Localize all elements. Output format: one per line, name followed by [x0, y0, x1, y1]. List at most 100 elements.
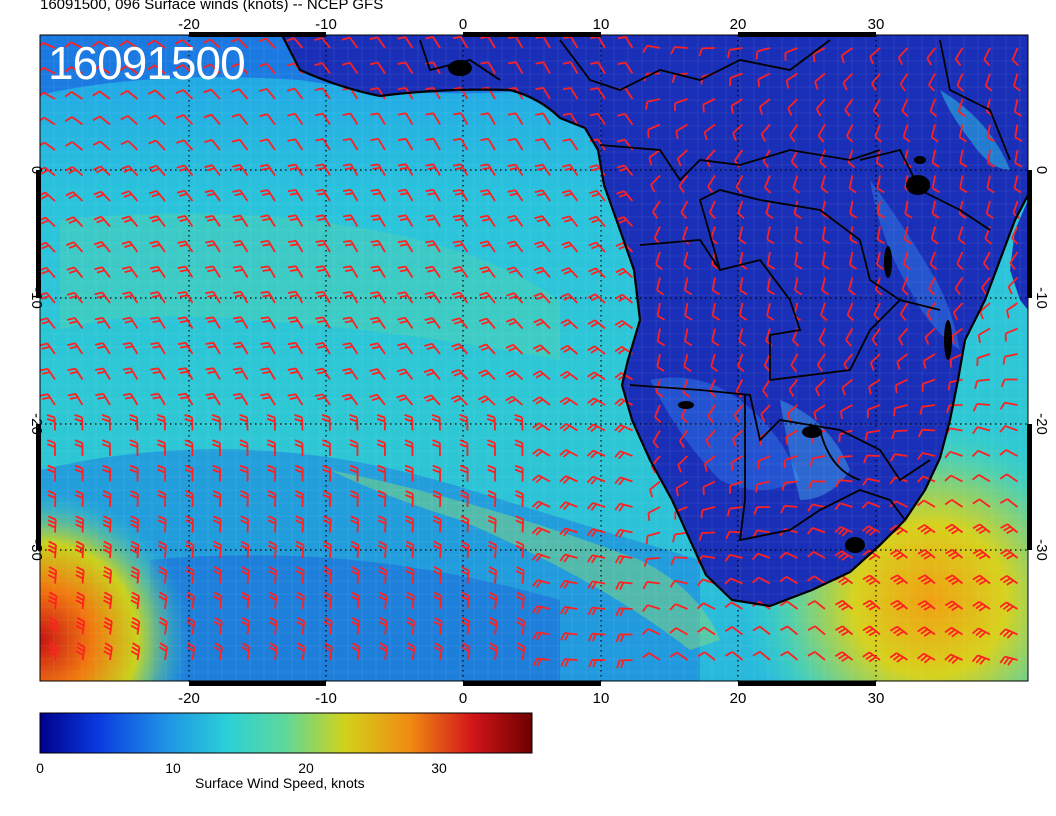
wind-barb	[678, 174, 689, 194]
wind-barb	[175, 64, 194, 75]
wind-barb	[177, 367, 194, 380]
wind-barb	[120, 165, 139, 177]
wind-barb	[378, 566, 388, 584]
wind-barb	[267, 439, 276, 457]
wind-barb	[654, 404, 662, 424]
wind-barb	[434, 642, 443, 661]
wind-barb	[818, 328, 826, 347]
wind-barb	[287, 112, 304, 126]
wind-barb	[480, 35, 496, 49]
wind-barb	[760, 404, 771, 423]
map-title: 16091500, 096 Surface winds (knots) -- N…	[40, 0, 384, 13]
wind-barb	[724, 577, 743, 585]
wind-barb	[844, 98, 854, 117]
wind-barb	[841, 378, 854, 396]
wind-barb	[480, 189, 496, 202]
wind-barb	[66, 317, 84, 330]
wind-barb	[40, 342, 56, 355]
wind-barb	[405, 490, 414, 508]
colorbar	[39, 712, 533, 754]
wind-barb	[588, 659, 606, 668]
wind-barb	[65, 216, 84, 228]
wind-barb	[129, 414, 139, 431]
wind-barb	[586, 449, 606, 459]
wind-barb	[945, 574, 964, 586]
wind-barb	[861, 525, 881, 536]
wind-barb	[295, 566, 305, 584]
wind-barb	[102, 515, 112, 533]
wind-barb	[561, 215, 579, 228]
wind-barb	[562, 163, 579, 177]
wind-barb	[930, 226, 939, 245]
lat-tick-left: -20	[28, 413, 45, 435]
wind-barb	[397, 61, 414, 74]
wind-barb	[947, 378, 963, 391]
wind-barb	[642, 580, 661, 590]
wind-barb	[397, 214, 414, 227]
wind-barb	[177, 392, 194, 406]
wind-barb	[616, 190, 634, 202]
wind-barb	[425, 86, 441, 100]
wind-barb	[849, 200, 858, 219]
wind-barb	[260, 341, 276, 355]
wind-barb	[487, 515, 497, 533]
wind-barb	[724, 553, 743, 562]
wind-barb	[295, 540, 305, 559]
wind-barb	[515, 566, 525, 584]
wind-barb	[505, 343, 524, 355]
wind-barb	[616, 659, 633, 669]
wind-barb	[64, 66, 83, 75]
wind-barb	[296, 642, 306, 661]
wind-barb	[697, 626, 716, 636]
colorbar-tick: 20	[298, 760, 314, 776]
wind-barb	[871, 72, 881, 92]
wind-barb	[342, 291, 359, 304]
wind-barb	[432, 464, 442, 482]
wind-barb	[676, 149, 689, 167]
wind-barb	[562, 112, 579, 125]
wind-barb	[122, 316, 139, 329]
wind-barb	[560, 344, 579, 355]
wind-barb	[677, 455, 689, 473]
wind-barb	[425, 163, 441, 176]
wind-barb	[240, 490, 249, 508]
wind-barb	[726, 506, 743, 517]
wind-barb	[617, 61, 634, 74]
wind-barb	[129, 439, 139, 457]
wind-barb	[586, 502, 606, 511]
wind-barb	[669, 579, 688, 588]
wind-barb	[175, 89, 194, 100]
wind-barb	[239, 414, 249, 431]
wind-barb	[370, 112, 386, 125]
wind-barb	[75, 642, 86, 661]
wind-barb	[766, 277, 775, 296]
wind-barb	[287, 189, 304, 202]
wind-barb	[863, 454, 881, 464]
wind-barb	[532, 448, 551, 457]
wind-barb	[350, 490, 359, 508]
wind-barb	[587, 345, 606, 355]
wind-barb	[397, 265, 414, 278]
wind-barb	[342, 112, 359, 125]
wind-barb	[559, 606, 578, 615]
wind-barb	[369, 61, 386, 74]
wind-barb	[730, 98, 743, 114]
wind-barb	[615, 581, 633, 591]
wind-barb	[533, 266, 551, 279]
wind-barb	[232, 164, 249, 177]
wind-barb	[404, 414, 414, 431]
wind-barb	[239, 439, 249, 457]
wind-barb	[902, 124, 911, 143]
wind-barb	[397, 112, 414, 125]
wind-barb	[232, 214, 249, 227]
wind-barb	[157, 464, 167, 482]
wind-barb	[889, 524, 908, 536]
wind-barb	[711, 328, 720, 347]
wind-barb	[1013, 73, 1021, 92]
wind-barb	[645, 531, 661, 544]
wind-barb	[75, 515, 85, 533]
colorbar-tick: 30	[431, 760, 447, 776]
wind-barb	[342, 265, 359, 278]
wind-barb	[561, 241, 579, 253]
wind-barb	[873, 302, 881, 322]
